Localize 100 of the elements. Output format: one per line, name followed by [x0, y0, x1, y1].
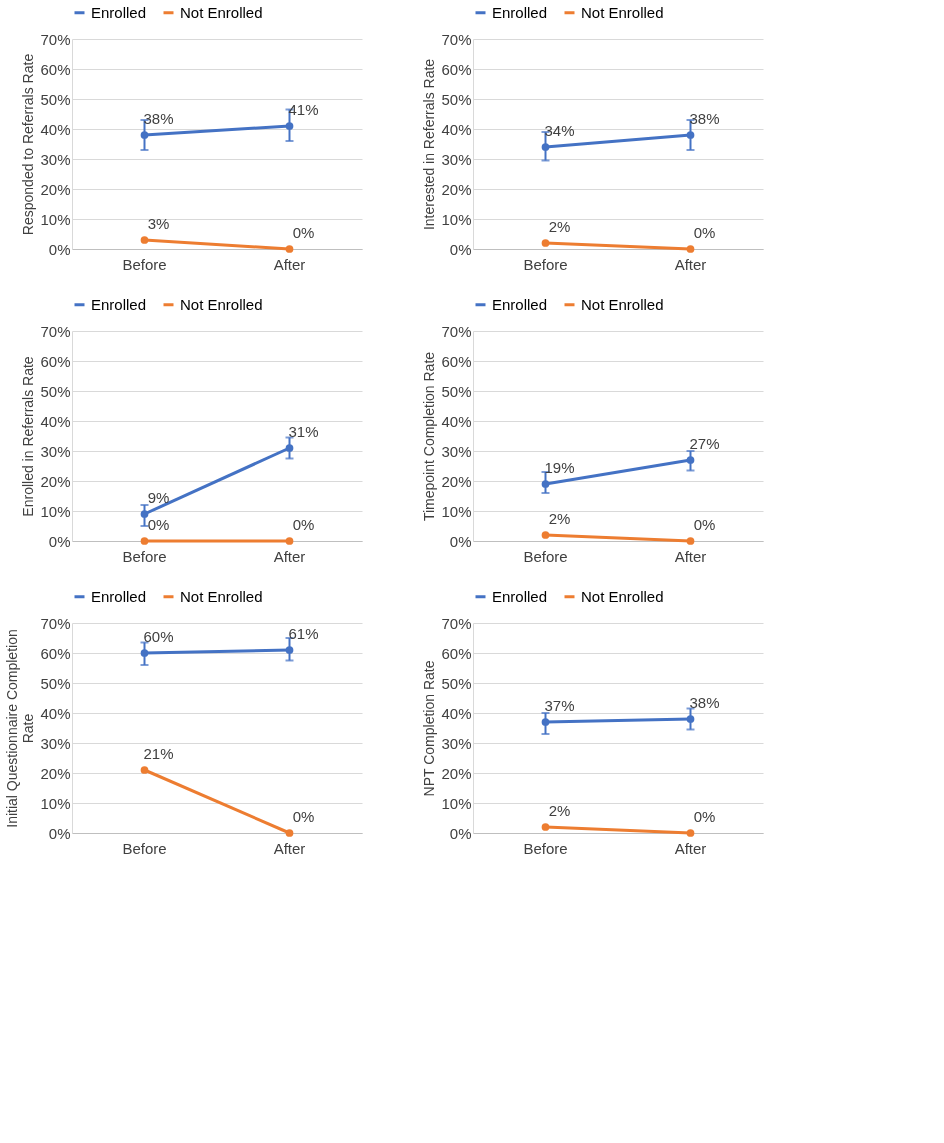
legend-label: Not Enrolled — [180, 587, 263, 605]
x-tick-label: After — [674, 547, 707, 565]
y-tick-label: 30% — [441, 442, 472, 460]
y-axis-title: Timepoint Completion Rate — [421, 351, 438, 522]
y-tick-label: 60% — [441, 352, 472, 370]
data-label: 9% — [147, 489, 170, 506]
data-label: 38% — [689, 694, 720, 711]
y-tick-label: 20% — [40, 180, 71, 198]
y-tick-label: 70% — [40, 30, 71, 48]
legend-label: Not Enrolled — [180, 295, 263, 313]
x-tick-label: Before — [122, 255, 167, 273]
data-label: 2% — [548, 218, 571, 235]
y-axis-title: Enrolled in Referrals Rate — [20, 356, 37, 517]
y-tick-label: 10% — [441, 794, 472, 812]
legend-label: Not Enrolled — [581, 295, 664, 313]
point — [541, 823, 550, 831]
data-label: 2% — [548, 802, 571, 819]
x-tick-label: Before — [523, 547, 568, 565]
x-tick-label: Before — [523, 255, 568, 273]
data-label: 19% — [544, 459, 575, 476]
y-axis-title: Interested in Referrals Rate — [421, 58, 438, 231]
y-tick-label: 60% — [441, 60, 472, 78]
y-tick-label: 20% — [40, 472, 71, 490]
y-tick-label: 70% — [441, 30, 472, 48]
y-tick-label: 50% — [441, 382, 472, 400]
x-tick-label: After — [273, 839, 306, 857]
point — [285, 829, 294, 837]
point — [285, 245, 294, 253]
data-label: 0% — [147, 516, 170, 533]
data-label: 34% — [544, 122, 575, 139]
y-tick-label: 60% — [40, 352, 71, 370]
legend-label: Enrolled — [91, 3, 147, 21]
legend-label: Not Enrolled — [581, 3, 664, 21]
data-label: 3% — [147, 215, 170, 232]
point — [140, 766, 149, 774]
y-tick-label: 40% — [441, 120, 472, 138]
y-tick-label: 70% — [40, 614, 71, 632]
data-label: 60% — [143, 628, 174, 645]
data-label: 31% — [288, 423, 319, 440]
y-tick-label: 10% — [441, 210, 472, 228]
y-tick-label: 30% — [40, 442, 71, 460]
point — [140, 537, 149, 545]
legend-label: Enrolled — [492, 587, 548, 605]
y-tick-label: 70% — [441, 614, 472, 632]
data-label: 0% — [292, 516, 315, 533]
y-tick-label: 50% — [441, 90, 472, 108]
point — [541, 239, 550, 247]
y-tick-label: 40% — [40, 120, 71, 138]
y-tick-label: 30% — [441, 150, 472, 168]
point — [686, 829, 695, 837]
y-tick-label: 40% — [441, 704, 472, 722]
y-tick-label: 0% — [48, 240, 71, 258]
y-tick-label: 20% — [441, 180, 472, 198]
legend-label: Enrolled — [91, 295, 147, 313]
x-tick-label: After — [273, 255, 306, 273]
y-tick-label: 10% — [40, 794, 71, 812]
y-axis-title: Initial Questionnaire Completion Rate — [4, 629, 37, 828]
data-label: 38% — [689, 110, 720, 127]
y-tick-label: 30% — [40, 734, 71, 752]
y-tick-label: 0% — [449, 532, 472, 550]
y-tick-label: 50% — [40, 90, 71, 108]
y-tick-label: 70% — [441, 322, 472, 340]
x-tick-label: After — [674, 839, 707, 857]
data-label: 41% — [288, 101, 319, 118]
point — [686, 537, 695, 545]
data-label: 27% — [689, 435, 720, 452]
y-tick-label: 40% — [441, 412, 472, 430]
data-label: 21% — [143, 745, 174, 762]
data-label: 37% — [544, 697, 575, 714]
x-tick-label: After — [273, 547, 306, 565]
point — [140, 236, 149, 244]
legend-label: Not Enrolled — [180, 3, 263, 21]
data-label: 0% — [693, 516, 716, 533]
data-label: 0% — [693, 808, 716, 825]
y-tick-label: 70% — [40, 322, 71, 340]
x-tick-label: After — [674, 255, 707, 273]
y-tick-label: 50% — [40, 382, 71, 400]
y-tick-label: 30% — [40, 150, 71, 168]
y-tick-label: 20% — [441, 472, 472, 490]
y-tick-label: 10% — [441, 502, 472, 520]
y-tick-label: 10% — [40, 210, 71, 228]
legend-label: Not Enrolled — [581, 587, 664, 605]
x-tick-label: Before — [122, 547, 167, 565]
y-tick-label: 20% — [441, 764, 472, 782]
point — [686, 245, 695, 253]
y-tick-label: 0% — [48, 532, 71, 550]
y-tick-label: 0% — [48, 824, 71, 842]
y-tick-label: 30% — [441, 734, 472, 752]
data-label: 38% — [143, 110, 174, 127]
data-label: 0% — [292, 808, 315, 825]
y-tick-label: 60% — [40, 644, 71, 662]
x-tick-label: Before — [523, 839, 568, 857]
x-tick-label: Before — [122, 839, 167, 857]
y-tick-label: 40% — [40, 412, 71, 430]
data-label: 0% — [693, 224, 716, 241]
point — [541, 531, 550, 539]
y-tick-label: 60% — [40, 60, 71, 78]
y-tick-label: 40% — [40, 704, 71, 722]
point — [285, 537, 294, 545]
legend-label: Enrolled — [492, 295, 548, 313]
